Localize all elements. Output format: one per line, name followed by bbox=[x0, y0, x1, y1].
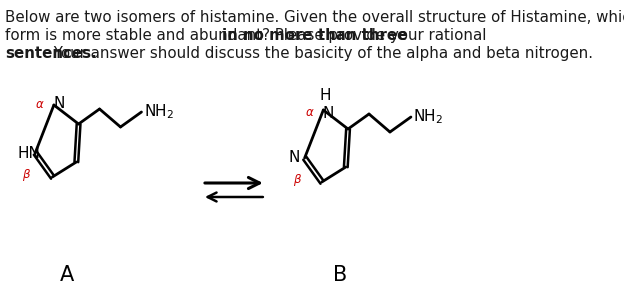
Text: $\beta$: $\beta$ bbox=[293, 172, 302, 188]
Text: NH$_2$: NH$_2$ bbox=[413, 108, 444, 126]
Text: H: H bbox=[319, 88, 331, 104]
Text: NH$_2$: NH$_2$ bbox=[144, 103, 174, 121]
Text: N: N bbox=[288, 151, 300, 165]
Text: N: N bbox=[323, 105, 334, 121]
Text: Below are two isomers of histamine. Given the overall structure of Histamine, wh: Below are two isomers of histamine. Give… bbox=[5, 10, 624, 25]
Text: sentences.: sentences. bbox=[5, 46, 97, 61]
Text: Your answer should discuss the basicity of the alpha and beta nitrogen.: Your answer should discuss the basicity … bbox=[49, 46, 593, 61]
Text: in no more than three: in no more than three bbox=[222, 28, 407, 43]
Text: HN: HN bbox=[17, 145, 40, 161]
Text: $\alpha$: $\alpha$ bbox=[305, 106, 314, 119]
Text: form is more stable and abundant? Please provide your rational: form is more stable and abundant? Please… bbox=[5, 28, 492, 43]
Text: $\beta$: $\beta$ bbox=[22, 167, 31, 183]
Text: A: A bbox=[61, 265, 74, 285]
Text: B: B bbox=[333, 265, 348, 285]
Text: N: N bbox=[53, 96, 64, 112]
Text: $\alpha$: $\alpha$ bbox=[36, 98, 45, 111]
